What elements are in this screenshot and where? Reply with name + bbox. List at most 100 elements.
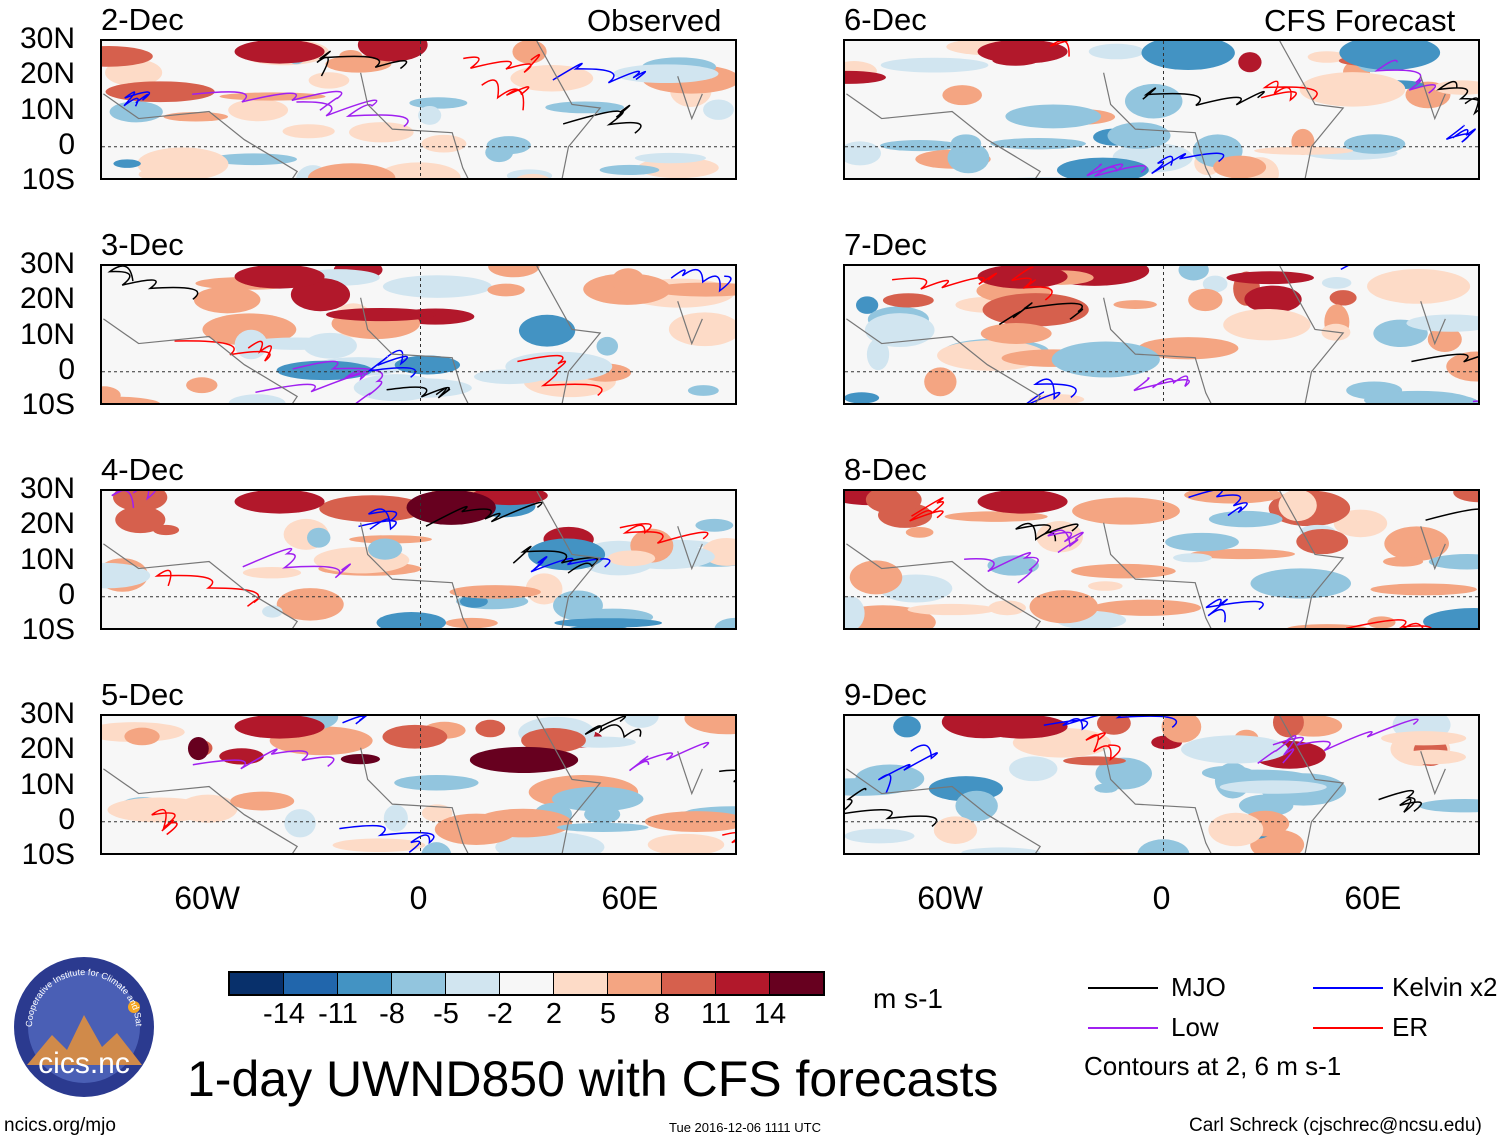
contour-line	[909, 497, 945, 522]
contour-line	[123, 91, 151, 107]
map-panel-6-Dec	[843, 39, 1480, 180]
wind-shading	[1137, 839, 1190, 853]
wind-shading-max	[977, 41, 1068, 64]
wind-shading	[421, 134, 467, 153]
wind-shading	[367, 538, 403, 560]
wind-shading	[421, 804, 453, 822]
footer-url[interactable]: ncics.org/mjo	[4, 1115, 116, 1136]
wind-shading	[421, 842, 452, 853]
lon-label: 0	[1152, 880, 1171, 916]
wind-shading	[845, 141, 882, 166]
wind-shading	[528, 538, 606, 571]
wind-shading	[1329, 290, 1357, 306]
wind-shading	[556, 822, 649, 832]
contour-line	[552, 62, 647, 84]
colorbar-label: 8	[653, 998, 671, 1030]
wind-shading	[942, 85, 982, 106]
lat-label: 10S	[21, 163, 75, 196]
wind-shading	[1364, 390, 1472, 403]
wind-shading	[1406, 314, 1478, 332]
wind-shading	[1188, 288, 1223, 312]
wind-shading	[1036, 521, 1083, 553]
wind-shading	[1238, 52, 1262, 73]
wind-shading	[1096, 716, 1131, 735]
wind-shading	[1057, 157, 1149, 178]
wind-shading	[907, 603, 996, 616]
wind-shading	[864, 313, 935, 348]
wind-shading	[1138, 337, 1239, 360]
map-panel-2-Dec	[100, 39, 737, 180]
wind-shading	[102, 396, 161, 403]
contour-line	[1047, 529, 1084, 554]
wind-shading	[409, 97, 468, 109]
wind-shading	[1113, 300, 1157, 310]
map-panel-9-Dec	[843, 714, 1480, 855]
wind-shading	[228, 394, 286, 403]
wind-shading	[924, 367, 957, 397]
contour-line	[386, 386, 451, 399]
wind-shading	[353, 374, 439, 402]
lat-label: 10S	[21, 613, 75, 646]
wind-shading	[866, 338, 890, 371]
wind-shading	[668, 312, 735, 347]
contour-line	[1378, 789, 1423, 813]
wind-shading	[845, 828, 915, 844]
wind-shading	[1208, 510, 1283, 528]
wind-shading	[1005, 104, 1102, 129]
wind-shading	[1107, 122, 1171, 149]
legend-note: Contours at 2, 6 m s-1	[1084, 1051, 1342, 1081]
wind-shading	[1367, 269, 1471, 304]
lat-label: 10N	[19, 92, 75, 126]
wind-shading	[1343, 134, 1406, 154]
wind-shading	[856, 296, 879, 314]
wind-shading	[202, 313, 297, 346]
contour-line	[1374, 59, 1437, 94]
wind-shading	[553, 590, 603, 621]
contour-line	[192, 748, 335, 770]
wind-shading	[1141, 41, 1235, 70]
contour-line	[1086, 163, 1147, 177]
wind-shading	[1202, 275, 1228, 293]
wind-shading	[445, 617, 498, 628]
wind-shading	[138, 168, 178, 178]
colorbar-swatch	[338, 973, 392, 994]
panel-date: 5-Dec	[101, 677, 184, 712]
wind-shading	[1299, 72, 1406, 107]
contour-line	[619, 522, 709, 544]
contour-line	[358, 508, 398, 531]
wind-shading	[703, 99, 734, 120]
colorbar-label: -11	[318, 998, 358, 1030]
wind-shading	[486, 136, 531, 155]
wind-shading	[1029, 590, 1099, 624]
wind-shading-max	[234, 491, 325, 514]
contour-line	[255, 370, 369, 394]
contour-line	[1085, 732, 1121, 762]
wind-shading	[521, 728, 586, 753]
wind-shading	[516, 173, 549, 178]
wind-shading	[308, 72, 350, 89]
wind-shading	[950, 134, 982, 153]
wind-shading	[357, 41, 428, 62]
wind-shading	[1029, 394, 1085, 403]
wind-shading	[262, 605, 283, 618]
contour-line	[292, 360, 384, 403]
legend-kelvin-line	[1313, 987, 1383, 989]
colorbar-swatch	[446, 973, 500, 994]
coastline	[846, 266, 1446, 403]
colorbar-swatch	[662, 973, 716, 994]
logo-text: cics.nc	[38, 1047, 130, 1080]
wind-shading-max	[977, 266, 1068, 289]
wind-shading	[406, 491, 496, 525]
colorbar-swatch	[716, 973, 770, 994]
wind-shading-max	[234, 41, 325, 64]
wind-shading	[394, 355, 461, 375]
wind-shading	[933, 816, 978, 844]
coastline	[103, 41, 703, 178]
wind-shading	[230, 791, 295, 811]
contour-line	[1011, 266, 1053, 301]
wind-shading	[124, 727, 160, 746]
wind-shading	[988, 600, 1026, 616]
map-panel-5-Dec	[100, 714, 737, 855]
wind-shading	[1072, 497, 1180, 525]
wind-shading	[319, 495, 426, 523]
